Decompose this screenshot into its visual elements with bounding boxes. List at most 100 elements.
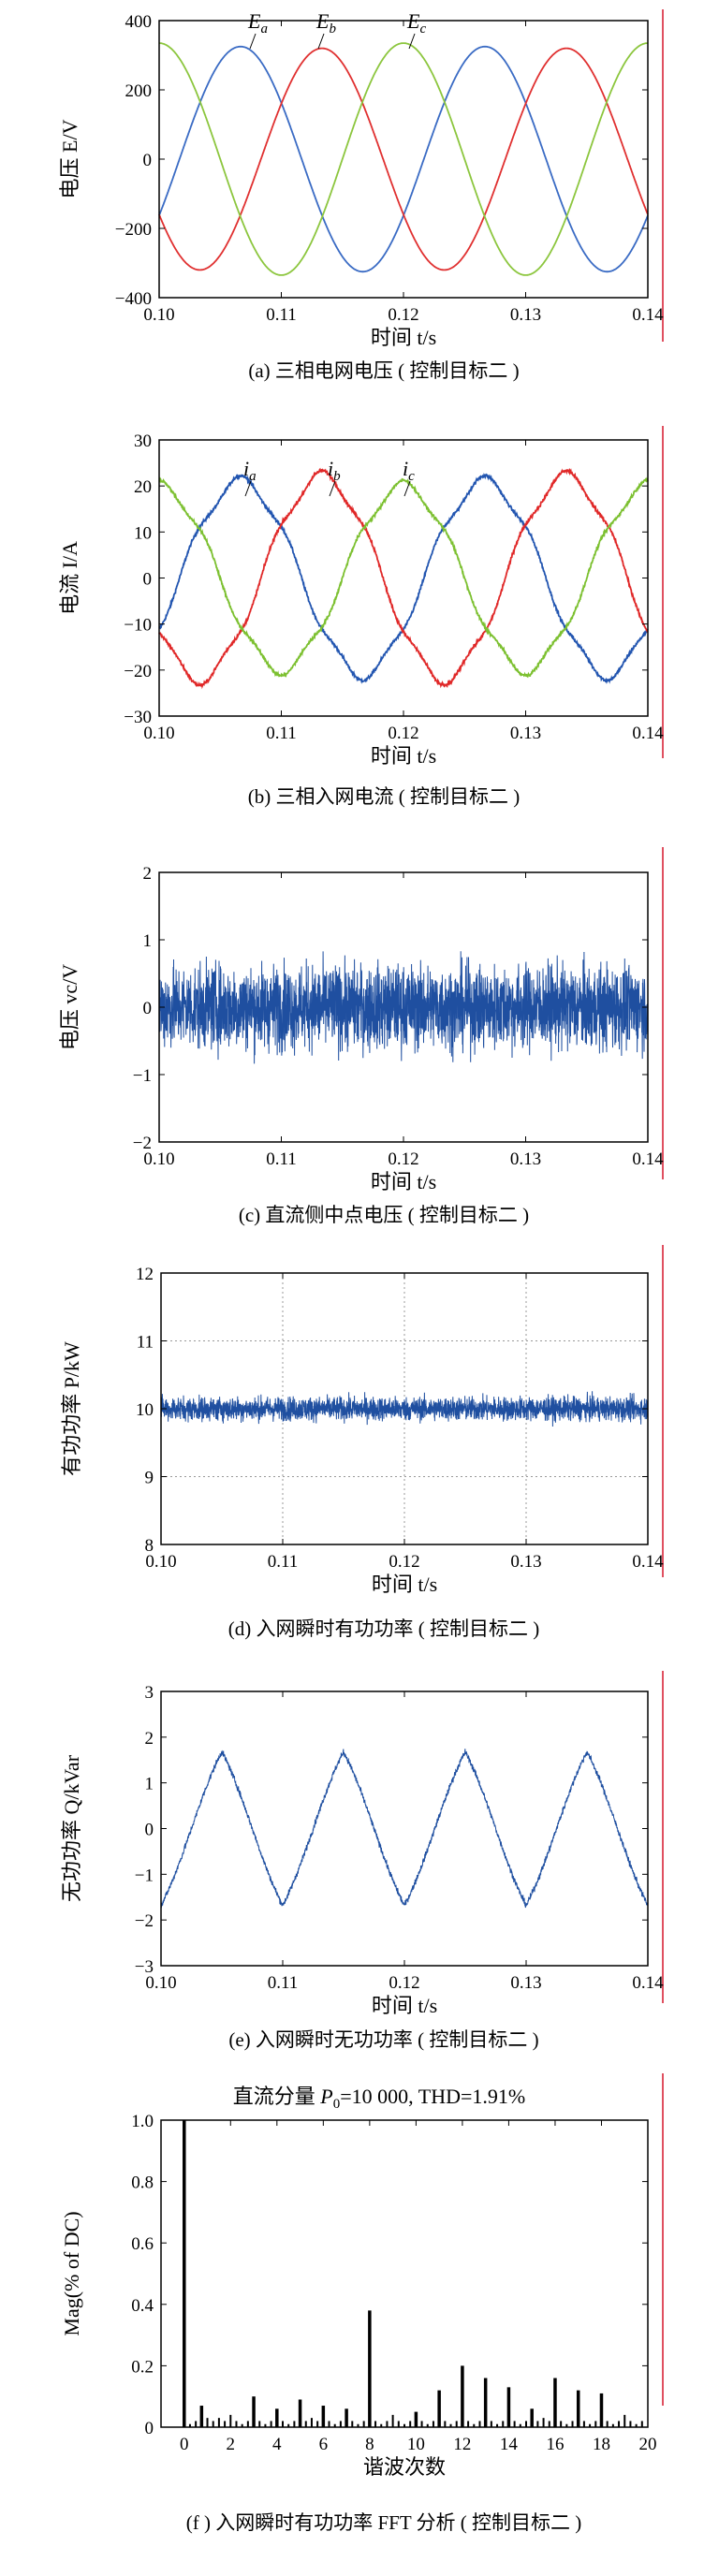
- x-tick-label: 0.14: [632, 1149, 664, 1169]
- fft-bar: [183, 2120, 186, 2427]
- series-label: ib: [328, 457, 341, 484]
- margin-line: [662, 1245, 664, 1577]
- fft-bar: [530, 2408, 534, 2427]
- series-line-ib: [158, 467, 649, 690]
- fft-bar: [275, 2408, 279, 2427]
- x-tick-label: 0.14: [632, 1552, 664, 1572]
- y-tick-label: 30: [134, 432, 152, 451]
- x-axis-label: 时间 t/s: [372, 1573, 437, 1596]
- margin-line: [662, 426, 664, 758]
- chart-title: 直流分量 P0=10 000, THD=1.91%: [233, 2085, 525, 2112]
- x-tick-label: 0.14: [632, 1973, 664, 1993]
- x-tick-label: 14: [500, 2435, 519, 2454]
- fft-bar: [525, 2421, 527, 2427]
- y-tick-label: −2: [133, 1134, 152, 1153]
- x-tick-label: 0.10: [143, 724, 174, 743]
- fft-bar: [316, 2421, 319, 2427]
- fft-bar: [264, 2423, 267, 2427]
- plot-area: ia ib ic 0.10 0.11 0.12 0.13 0.14 −30 −20 −10 0 10 20…: [58, 432, 664, 768]
- y-tick-label: −30: [124, 708, 152, 727]
- fft-bar: [397, 2421, 400, 2427]
- x-tick-label: 0.13: [510, 1149, 541, 1169]
- y-tick-label: 0: [143, 570, 153, 590]
- series-label: Ec: [406, 9, 426, 37]
- fft-bar: [640, 2421, 643, 2427]
- fft-bar: [229, 2414, 232, 2427]
- x-tick-label: 0.12: [388, 1149, 418, 1169]
- fft-bar: [206, 2418, 209, 2427]
- fft-bar: [629, 2421, 632, 2427]
- y-tick-label: 10: [134, 523, 152, 543]
- x-tick-label: 0.11: [268, 1973, 299, 1993]
- x-tick-label: 8: [365, 2435, 374, 2454]
- y-axis-label: 电压 vc/V: [58, 964, 81, 1050]
- x-axis-label: 时间 t/s: [371, 744, 436, 768]
- fft-bar: [287, 2423, 290, 2427]
- fft-bar: [542, 2418, 545, 2427]
- x-tick-label: 0.12: [388, 724, 418, 743]
- fft-bar: [553, 2378, 557, 2427]
- x-tick-label: 20: [639, 2435, 657, 2454]
- series-label: ia: [243, 457, 257, 484]
- fft-bar: [195, 2421, 198, 2427]
- x-tick-label: 0.14: [632, 724, 664, 743]
- fft-bar: [282, 2421, 284, 2427]
- y-tick-label: −20: [124, 662, 152, 681]
- fft-bar: [351, 2421, 354, 2427]
- fft-bar: [368, 2310, 372, 2427]
- x-tick-label: 0.11: [266, 1149, 297, 1169]
- x-tick-label: 0.10: [145, 1552, 176, 1572]
- x-tick-label: 12: [453, 2435, 471, 2454]
- x-tick-label: 0.11: [266, 305, 297, 325]
- fft-bar: [403, 2423, 405, 2427]
- plot-area: 0.10 0.11 0.12 0.13 0.14 −2 −1 0 1 2 时间 t/s 电压 vc/V: [58, 864, 664, 1193]
- plot-area: 0.10 0.11 0.12 0.13 0.14 −3 −2 −1 0 1 2 3 时间 t/s 无功功率…: [60, 1683, 664, 2017]
- y-tick-label: 400: [125, 12, 153, 32]
- x-tick-label: 0.13: [510, 1973, 541, 1993]
- label-leader: [317, 33, 325, 50]
- fft-bar: [321, 2406, 326, 2427]
- fft-bar: [432, 2421, 434, 2427]
- fft-bar: [589, 2423, 592, 2427]
- fft-bar: [548, 2421, 550, 2427]
- series-line-Eb: [158, 47, 649, 271]
- x-axis-label: 谐波次数: [363, 2455, 446, 2479]
- fft-bar: [560, 2421, 563, 2427]
- fft-bar: [391, 2414, 394, 2427]
- chart-current-three-phase: ia ib ic 0.10 0.11 0.12 0.13 0.14 −30 −20 −10 0 10 20…: [58, 432, 664, 808]
- fft-bar: [345, 2408, 348, 2427]
- fft-bar: [246, 2421, 249, 2427]
- x-tick-label: 4: [272, 2435, 282, 2454]
- x-tick-label: 6: [319, 2435, 329, 2454]
- x-tick-label: 0.10: [145, 1973, 176, 1993]
- fft-bar: [599, 2393, 604, 2427]
- fft-bar: [212, 2421, 214, 2427]
- fft-bar: [362, 2421, 365, 2427]
- fft-bar: [199, 2406, 204, 2427]
- series-line-ic: [158, 476, 649, 679]
- x-tick-label: 0.13: [510, 724, 541, 743]
- fft-bar: [414, 2411, 418, 2427]
- x-axis-label: 时间 t/s: [371, 326, 436, 349]
- fft-bar: [241, 2423, 243, 2427]
- fft-bar: [635, 2423, 638, 2427]
- series-line-Ea: [158, 45, 649, 273]
- x-axis-label: 时间 t/s: [372, 1994, 437, 2017]
- x-tick-label: 0.11: [268, 1552, 299, 1572]
- chart-voltage-three-phase: Ea Eb Ec 0.10 0.11 0.12 0.13 0.14 −400 −200 0 200 40…: [58, 9, 664, 382]
- fft-bar: [252, 2396, 256, 2427]
- series-line-signal: [160, 1749, 649, 1909]
- fft-bar: [611, 2423, 614, 2427]
- chart-caption: (f ) 入网瞬时有功功率 FFT 分析 ( 控制目标二 ): [186, 2511, 582, 2534]
- x-tick-label: 0.14: [632, 305, 664, 325]
- y-tick-label: 2: [145, 1729, 154, 1749]
- fft-bar: [270, 2421, 272, 2427]
- fft-bar: [623, 2414, 626, 2427]
- series-line-ia: [158, 473, 649, 684]
- fft-bar: [235, 2421, 238, 2427]
- y-tick-label: 0.6: [131, 2234, 154, 2254]
- y-tick-label: 1.0: [131, 2112, 154, 2131]
- y-tick-label: 0.8: [131, 2174, 154, 2193]
- y-axis-label: 电流 I/A: [58, 541, 81, 615]
- y-tick-label: −1: [133, 1066, 152, 1086]
